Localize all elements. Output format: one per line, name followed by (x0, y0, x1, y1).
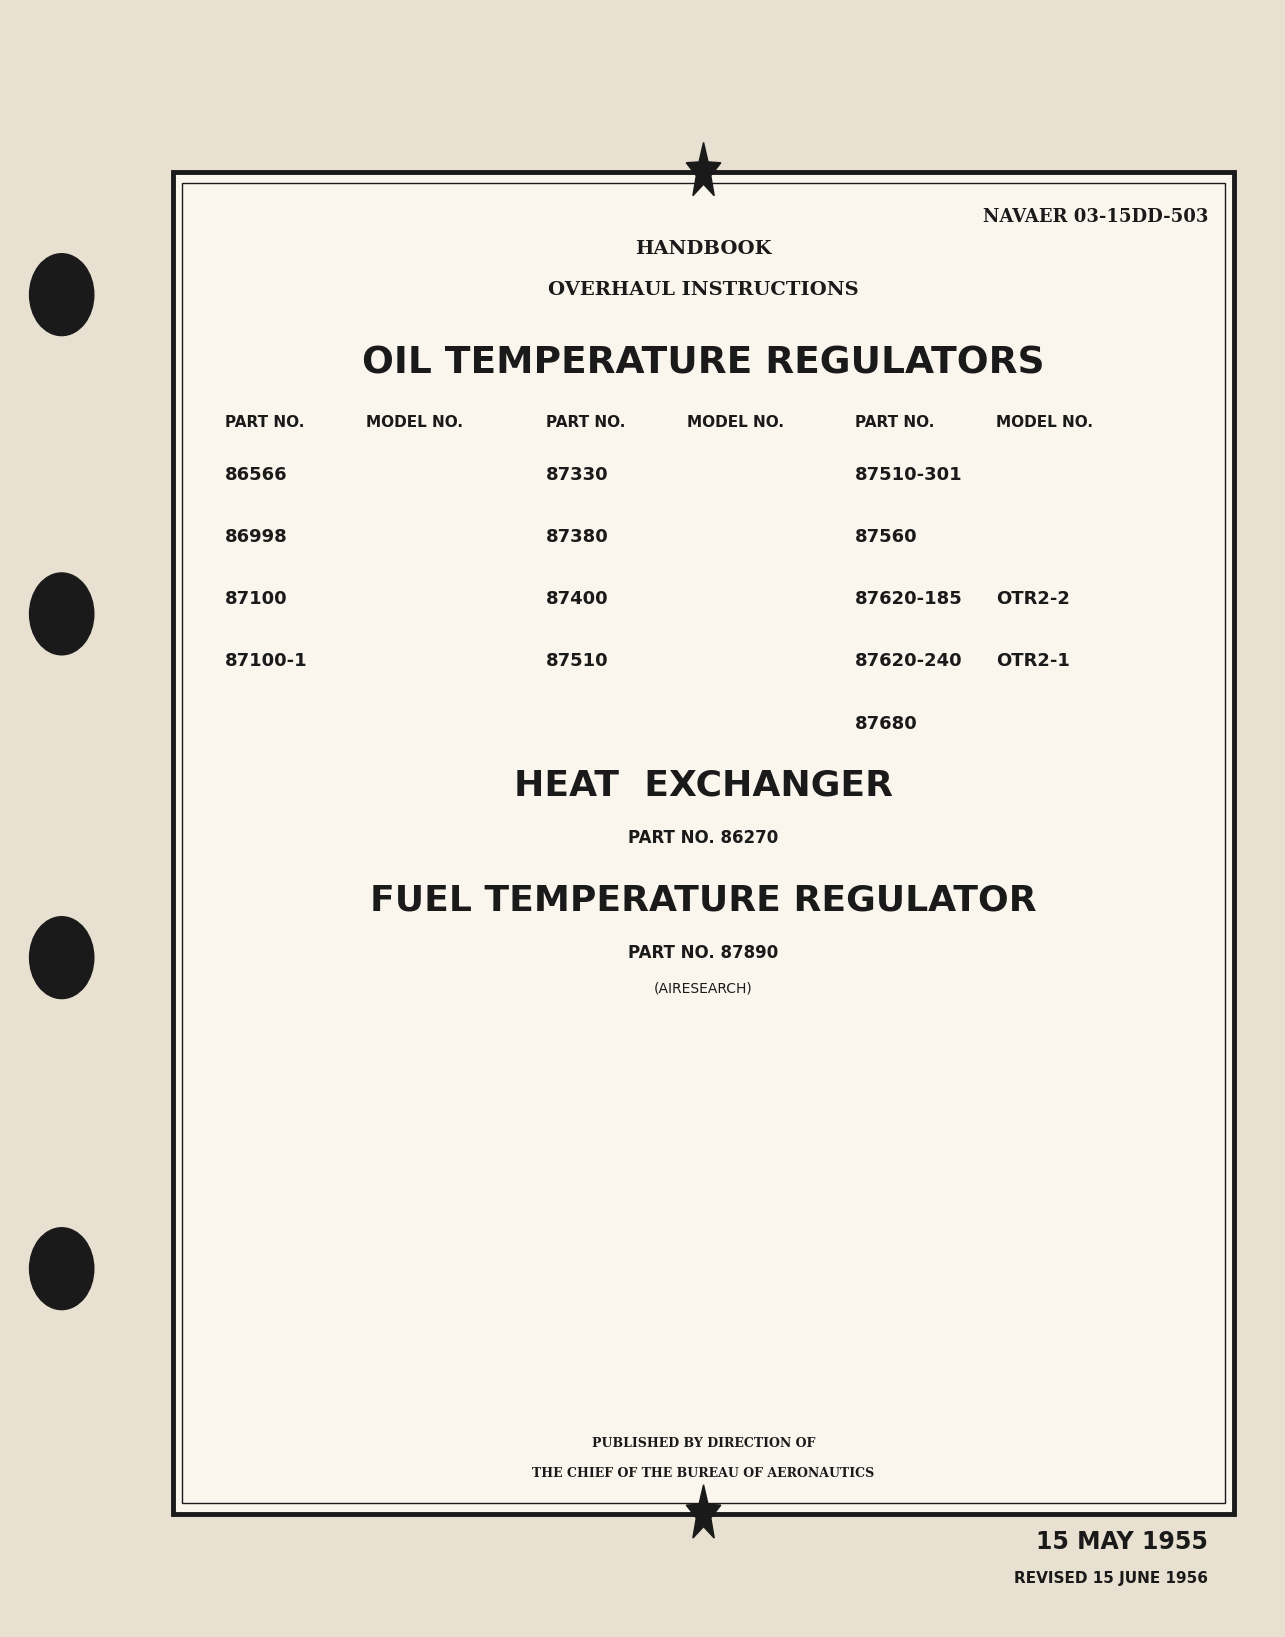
Text: HEAT  EXCHANGER: HEAT EXCHANGER (514, 769, 893, 802)
Bar (173, 172, 1234, 1514)
Text: OVERHAUL INSTRUCTIONS: OVERHAUL INSTRUCTIONS (549, 282, 858, 298)
Circle shape (30, 573, 94, 655)
Text: FUEL TEMPERATURE REGULATOR: FUEL TEMPERATURE REGULATOR (370, 884, 1037, 917)
Text: OIL TEMPERATURE REGULATORS: OIL TEMPERATURE REGULATORS (362, 345, 1045, 381)
Bar (173, 172, 1234, 1514)
Text: PUBLISHED BY DIRECTION OF: PUBLISHED BY DIRECTION OF (592, 1437, 815, 1450)
Circle shape (30, 1228, 94, 1310)
Text: 86998: 86998 (225, 529, 288, 545)
Text: 87100-1: 87100-1 (225, 653, 307, 670)
Text: PART NO. 86270: PART NO. 86270 (628, 830, 779, 846)
Text: 87510-301: 87510-301 (855, 467, 962, 483)
Text: 87620-240: 87620-240 (855, 653, 962, 670)
Text: (AIRESEARCH): (AIRESEARCH) (654, 982, 753, 995)
Text: REVISED 15 JUNE 1956: REVISED 15 JUNE 1956 (1014, 1570, 1208, 1586)
Text: PART NO. 87890: PART NO. 87890 (628, 945, 779, 961)
Text: 86566: 86566 (225, 467, 288, 483)
Text: 87100: 87100 (225, 591, 288, 607)
Text: PART NO.: PART NO. (225, 414, 305, 431)
Text: 87380: 87380 (546, 529, 609, 545)
Polygon shape (686, 1485, 721, 1539)
Text: 15 MAY 1955: 15 MAY 1955 (1036, 1531, 1208, 1554)
Text: PART NO.: PART NO. (546, 414, 626, 431)
Text: 87400: 87400 (546, 591, 609, 607)
Text: 87680: 87680 (855, 715, 917, 732)
Polygon shape (686, 142, 721, 196)
Text: THE CHIEF OF THE BUREAU OF AERONAUTICS: THE CHIEF OF THE BUREAU OF AERONAUTICS (532, 1467, 875, 1480)
Text: PART NO.: PART NO. (855, 414, 934, 431)
Text: MODEL NO.: MODEL NO. (996, 414, 1092, 431)
Text: 87560: 87560 (855, 529, 917, 545)
Text: 87620-185: 87620-185 (855, 591, 962, 607)
Text: MODEL NO.: MODEL NO. (366, 414, 463, 431)
Text: OTR2-2: OTR2-2 (996, 591, 1069, 607)
Text: 87330: 87330 (546, 467, 609, 483)
Text: OTR2-1: OTR2-1 (996, 653, 1069, 670)
Bar (182, 183, 1225, 1503)
Text: HANDBOOK: HANDBOOK (635, 241, 772, 257)
Text: MODEL NO.: MODEL NO. (687, 414, 784, 431)
Text: NAVAER 03-15DD-503: NAVAER 03-15DD-503 (983, 208, 1208, 226)
Circle shape (30, 254, 94, 336)
Text: 87510: 87510 (546, 653, 609, 670)
Circle shape (30, 917, 94, 999)
